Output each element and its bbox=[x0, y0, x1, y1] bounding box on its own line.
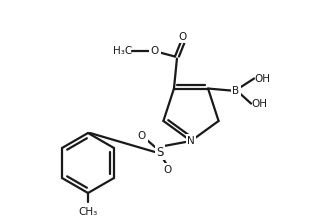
Text: H₃C: H₃C bbox=[113, 46, 132, 55]
Text: N: N bbox=[187, 136, 195, 146]
Text: S: S bbox=[156, 145, 164, 158]
Text: O: O bbox=[138, 131, 146, 141]
Text: O: O bbox=[151, 46, 159, 55]
Text: O: O bbox=[179, 31, 187, 42]
Text: OH: OH bbox=[254, 73, 270, 84]
Text: B: B bbox=[232, 86, 240, 95]
Text: O: O bbox=[164, 165, 172, 175]
Text: CH₃: CH₃ bbox=[78, 207, 98, 217]
Text: OH: OH bbox=[251, 99, 267, 108]
